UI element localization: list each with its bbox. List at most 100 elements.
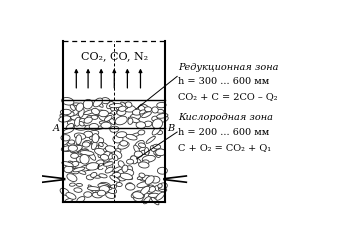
Ellipse shape (159, 187, 167, 192)
Ellipse shape (132, 113, 140, 119)
Ellipse shape (76, 135, 81, 144)
Ellipse shape (125, 102, 132, 107)
Ellipse shape (74, 124, 87, 130)
Ellipse shape (107, 154, 114, 159)
Ellipse shape (142, 112, 151, 118)
Ellipse shape (75, 168, 86, 175)
Text: h = 300 ... 600 мм: h = 300 ... 600 мм (178, 77, 270, 86)
Ellipse shape (132, 192, 143, 199)
Ellipse shape (142, 160, 149, 164)
Ellipse shape (134, 191, 145, 199)
Ellipse shape (137, 176, 143, 180)
Ellipse shape (145, 147, 149, 155)
Ellipse shape (152, 127, 161, 135)
Ellipse shape (118, 169, 127, 175)
Ellipse shape (157, 103, 166, 108)
Ellipse shape (158, 184, 162, 188)
Ellipse shape (80, 154, 89, 164)
Ellipse shape (95, 126, 105, 130)
Ellipse shape (122, 105, 136, 112)
Ellipse shape (125, 166, 132, 174)
Ellipse shape (139, 173, 145, 178)
Ellipse shape (99, 185, 110, 192)
Ellipse shape (62, 161, 73, 167)
Ellipse shape (148, 193, 159, 197)
Ellipse shape (137, 182, 150, 188)
Ellipse shape (71, 148, 77, 152)
Ellipse shape (134, 145, 140, 154)
Ellipse shape (66, 193, 76, 199)
Ellipse shape (84, 131, 93, 137)
Ellipse shape (101, 98, 110, 104)
Ellipse shape (116, 132, 127, 138)
Ellipse shape (101, 122, 111, 129)
Ellipse shape (71, 115, 80, 120)
Ellipse shape (152, 107, 158, 113)
Ellipse shape (149, 187, 155, 192)
Ellipse shape (74, 147, 79, 153)
Ellipse shape (84, 163, 95, 171)
Ellipse shape (93, 98, 102, 107)
Ellipse shape (70, 183, 75, 186)
Ellipse shape (119, 176, 126, 181)
Ellipse shape (109, 103, 122, 108)
Ellipse shape (85, 125, 92, 130)
Ellipse shape (128, 118, 133, 124)
Ellipse shape (102, 151, 110, 159)
Ellipse shape (144, 107, 152, 112)
Ellipse shape (110, 110, 117, 116)
Ellipse shape (69, 162, 74, 168)
Ellipse shape (131, 156, 141, 163)
Ellipse shape (109, 185, 116, 190)
Ellipse shape (96, 100, 103, 107)
Ellipse shape (88, 130, 99, 137)
Ellipse shape (102, 185, 110, 189)
Ellipse shape (84, 117, 92, 123)
Ellipse shape (78, 149, 89, 155)
Ellipse shape (113, 135, 123, 143)
Ellipse shape (121, 102, 127, 109)
Ellipse shape (134, 195, 143, 202)
Ellipse shape (143, 197, 150, 204)
Ellipse shape (115, 116, 127, 125)
Ellipse shape (98, 142, 108, 151)
Ellipse shape (60, 188, 69, 195)
Ellipse shape (68, 161, 75, 169)
Ellipse shape (104, 162, 113, 166)
Ellipse shape (62, 144, 74, 152)
Ellipse shape (99, 174, 107, 178)
Ellipse shape (99, 110, 108, 117)
Ellipse shape (74, 117, 81, 126)
Ellipse shape (120, 103, 128, 108)
Ellipse shape (73, 167, 85, 172)
Ellipse shape (140, 104, 148, 110)
Ellipse shape (125, 183, 135, 190)
Ellipse shape (122, 165, 128, 172)
Ellipse shape (97, 190, 105, 196)
Text: B: B (167, 124, 174, 133)
Ellipse shape (99, 121, 109, 125)
Ellipse shape (81, 149, 89, 155)
Ellipse shape (141, 150, 149, 155)
Text: h = 200 ... 600 мм: h = 200 ... 600 мм (178, 127, 270, 137)
Ellipse shape (95, 148, 107, 156)
Ellipse shape (152, 119, 163, 129)
Ellipse shape (91, 138, 104, 146)
Text: Редукционная зона: Редукционная зона (178, 63, 279, 72)
Ellipse shape (103, 154, 111, 162)
Ellipse shape (106, 147, 113, 151)
Ellipse shape (61, 109, 71, 115)
Ellipse shape (154, 149, 165, 155)
Ellipse shape (118, 161, 124, 167)
Ellipse shape (156, 192, 165, 200)
Ellipse shape (103, 147, 111, 152)
Ellipse shape (70, 168, 79, 174)
Ellipse shape (106, 192, 116, 199)
Ellipse shape (61, 146, 72, 151)
Ellipse shape (118, 142, 129, 149)
Ellipse shape (140, 110, 145, 114)
Ellipse shape (104, 113, 114, 117)
Ellipse shape (86, 163, 99, 170)
Ellipse shape (156, 130, 163, 135)
Ellipse shape (117, 110, 126, 116)
